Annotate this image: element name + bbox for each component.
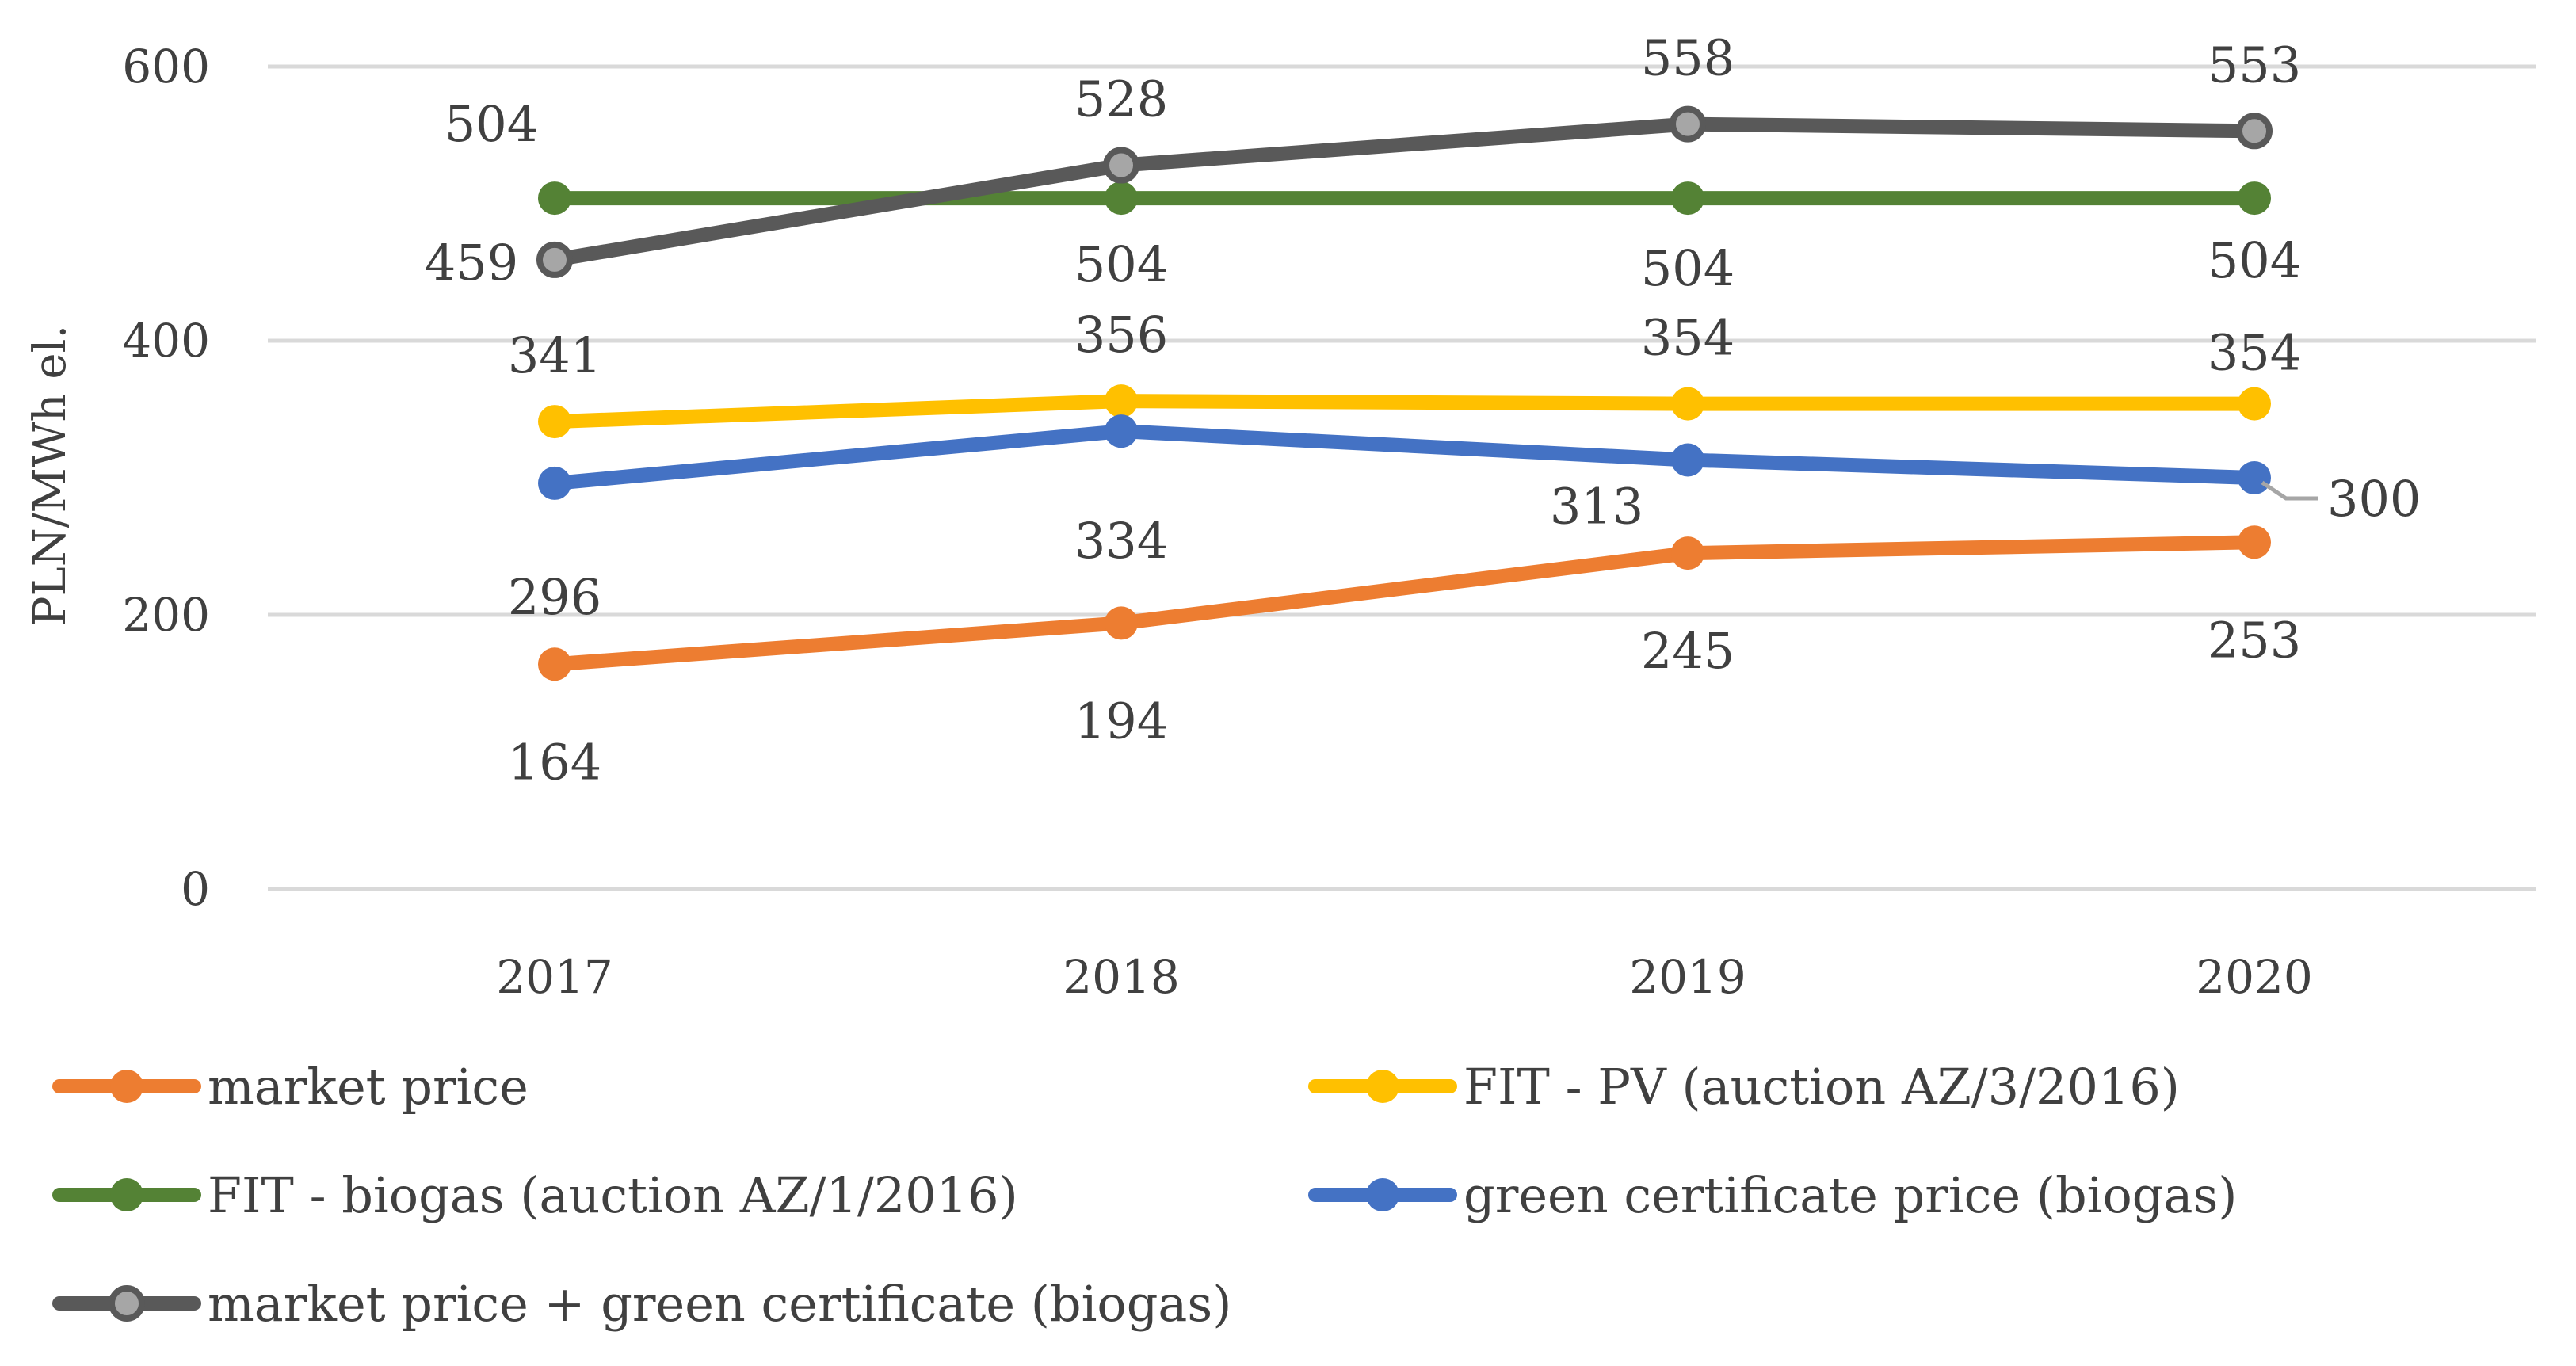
legend-swatch-marker — [110, 1178, 143, 1211]
data-point — [1671, 443, 1704, 477]
legend-item: green certificate price (biogas) — [1308, 1166, 2237, 1224]
legend: market price FIT - PV (auction AZ/3/2016)… — [52, 1058, 2237, 1333]
data-label: 528 — [1074, 71, 1168, 128]
legend-swatch-marker — [109, 1285, 145, 1322]
data-point — [2238, 525, 2271, 559]
data-label: 356 — [1074, 306, 1168, 364]
data-label: 300 — [2327, 470, 2421, 528]
data-point — [1671, 387, 1704, 421]
data-label: 334 — [1074, 512, 1168, 570]
x-tick-label: 2019 — [1629, 950, 1746, 1004]
data-label: 504 — [445, 95, 538, 153]
series-line — [548, 535, 2261, 672]
data-point — [2238, 461, 2271, 494]
data-label: 245 — [1641, 622, 1735, 680]
data-point — [1105, 181, 1138, 216]
data-label: 341 — [508, 326, 601, 384]
data-point — [2236, 113, 2273, 150]
legend-label: FIT - biogas (auction AZ/1/2016) — [208, 1166, 1018, 1224]
data-point — [1671, 181, 1704, 216]
legend-label: green certificate price (biogas) — [1464, 1166, 2237, 1224]
y-tick-label: 600 — [122, 40, 210, 93]
legend-label: market price — [208, 1058, 529, 1116]
data-label: 354 — [2208, 324, 2301, 382]
data-point — [1670, 105, 1706, 143]
data-point — [538, 181, 571, 216]
data-point — [1105, 606, 1138, 640]
legend-label: market price + green certificate (biogas… — [208, 1275, 1231, 1333]
series-lines — [536, 105, 2273, 681]
data-label: 504 — [2208, 231, 2301, 289]
legend-item: FIT - biogas (auction AZ/1/2016) — [52, 1166, 1018, 1224]
data-point — [2238, 387, 2271, 421]
x-tick-label: 2017 — [496, 950, 613, 1004]
legend-item: market price + green certificate (biogas… — [52, 1275, 1231, 1333]
data-label: 504 — [1641, 239, 1735, 297]
data-point — [2238, 181, 2271, 216]
data-label: 504 — [1074, 235, 1168, 293]
y-axis-label: PLN/MWh el. — [25, 325, 76, 626]
legend-swatch-marker — [1366, 1070, 1399, 1103]
data-point — [1671, 536, 1704, 570]
data-point — [538, 405, 571, 439]
legend-label: FIT - PV (auction AZ/3/2016) — [1464, 1058, 2180, 1116]
data-labels: 164 194 245 253 341 356 354 354 504 504 504 504 296 3… — [425, 29, 2421, 792]
legend-item: market price — [52, 1058, 529, 1116]
legend-swatch-marker — [110, 1070, 143, 1103]
series-line — [548, 424, 2261, 490]
y-tick-label: 200 — [122, 588, 210, 642]
y-tick-label: 0 — [181, 862, 210, 916]
data-label: 459 — [425, 234, 518, 292]
data-label: 164 — [508, 733, 601, 791]
data-label: 253 — [2208, 611, 2301, 669]
series-line — [548, 116, 2261, 267]
data-label: 354 — [1641, 309, 1735, 367]
gridlines — [268, 64, 2536, 891]
data-point — [1105, 414, 1138, 448]
data-label: 313 — [1550, 478, 1643, 536]
legend-swatch-marker — [1366, 1178, 1399, 1211]
data-point — [1105, 384, 1138, 418]
data-point — [1103, 147, 1139, 184]
x-axis-ticks: 2017 2018 2019 2020 — [496, 950, 2313, 1004]
x-tick-label: 2020 — [2196, 950, 2313, 1004]
data-point — [538, 647, 571, 681]
data-label: 553 — [2208, 36, 2301, 93]
leader-line — [2261, 480, 2318, 501]
x-tick-label: 2018 — [1063, 950, 1180, 1004]
y-tick-label: 400 — [122, 314, 210, 368]
legend-item: FIT - PV (auction AZ/3/2016) — [1308, 1058, 2180, 1116]
y-axis-ticks: 0 200 400 600 — [122, 40, 210, 916]
data-label: 194 — [1074, 692, 1168, 750]
series-line — [548, 394, 2261, 429]
data-point — [538, 466, 571, 500]
data-label: 558 — [1641, 29, 1735, 87]
data-label: 296 — [508, 568, 601, 626]
data-point — [536, 241, 573, 278]
